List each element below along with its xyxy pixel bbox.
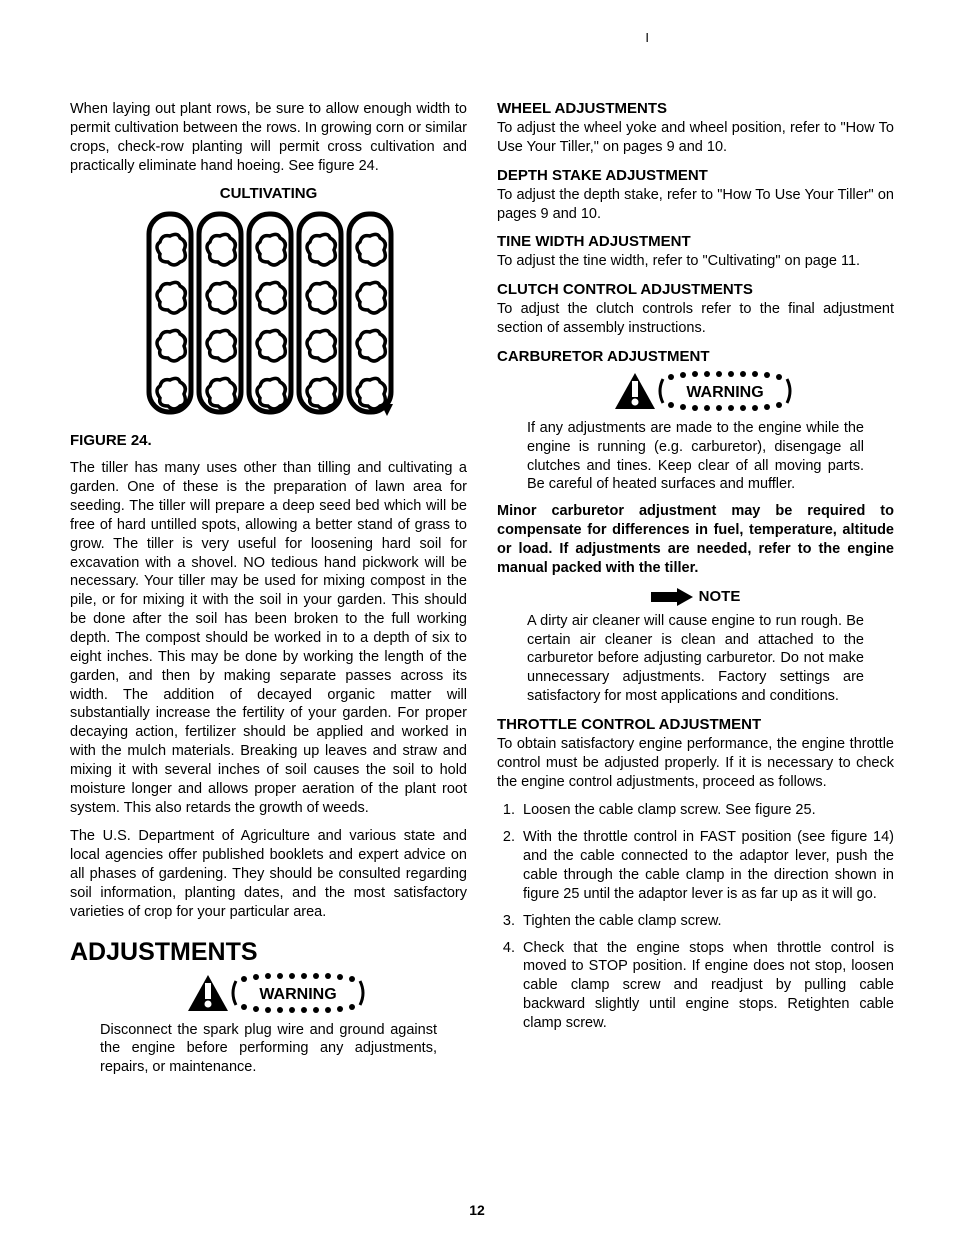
throttle-text: To obtain satisfactory engine performanc… [497, 735, 894, 792]
note-arrow-icon [651, 588, 693, 606]
depth-text: To adjust the depth stake, refer to "How… [497, 186, 894, 224]
throttle-step-3: Tighten the cable clamp screw. [519, 912, 894, 931]
tine-text: To adjust the tine width, refer to "Cult… [497, 252, 894, 271]
note-text: A dirty air cleaner will cause engine to… [497, 612, 894, 706]
figure-24-label: FIGURE 24. [70, 432, 467, 449]
page-top-mark: I [645, 30, 649, 45]
usda-paragraph: The U.S. Department of Agriculture and v… [70, 827, 467, 921]
cultivating-title: CULTIVATING [70, 185, 467, 202]
throttle-heading: THROTTLE CONTROL ADJUSTMENT [497, 716, 894, 733]
tine-heading: TINE WIDTH ADJUSTMENT [497, 233, 894, 250]
throttle-step-1: Loosen the cable clamp screw. See figure… [519, 801, 894, 820]
page-number: 12 [0, 1202, 954, 1218]
clutch-heading: CLUTCH CONTROL ADJUSTMENTS [497, 281, 894, 298]
throttle-step-4: Check that the engine stops when throttl… [519, 939, 894, 1033]
left-column: When laying out plant rows, be sure to a… [70, 100, 467, 1077]
warning-label-text: WARNING [259, 986, 336, 1003]
note-block: NOTE [497, 588, 894, 606]
figure-24-diagram [139, 208, 399, 418]
throttle-step-2: With the throttle control in FAST positi… [519, 828, 894, 903]
carb-bold-paragraph: Minor carburetor adjustment may be requi… [497, 502, 894, 577]
depth-heading: DEPTH STAKE ADJUSTMENT [497, 167, 894, 184]
adjustments-warning-text: Disconnect the spark plug wire and groun… [70, 1021, 467, 1078]
warning-label-text: WARNING [686, 384, 763, 401]
right-column: WHEEL ADJUSTMENTS To adjust the wheel yo… [497, 100, 894, 1077]
clutch-text: To adjust the clutch controls refer to t… [497, 300, 894, 338]
wheel-text: To adjust the wheel yoke and wheel posit… [497, 119, 894, 157]
wheel-heading: WHEEL ADJUSTMENTS [497, 100, 894, 117]
note-label: NOTE [699, 588, 741, 605]
tiller-uses-paragraph: The tiller has many uses other than till… [70, 459, 467, 817]
warning-icon: WARNING [164, 971, 374, 1015]
intro-paragraph: When laying out plant rows, be sure to a… [70, 100, 467, 175]
throttle-steps-list: Loosen the cable clamp screw. See figure… [497, 801, 894, 1032]
two-column-layout: When laying out plant rows, be sure to a… [70, 100, 894, 1077]
adjustments-heading: ADJUSTMENTS [70, 938, 467, 967]
carb-warning-block: WARNING [497, 369, 894, 413]
carb-heading: CARBURETOR ADJUSTMENT [497, 348, 894, 365]
warning-icon: WARNING [591, 369, 801, 413]
adjustments-warning-block: WARNING [70, 971, 467, 1015]
carb-warning-text: If any adjustments are made to the engin… [497, 419, 894, 494]
